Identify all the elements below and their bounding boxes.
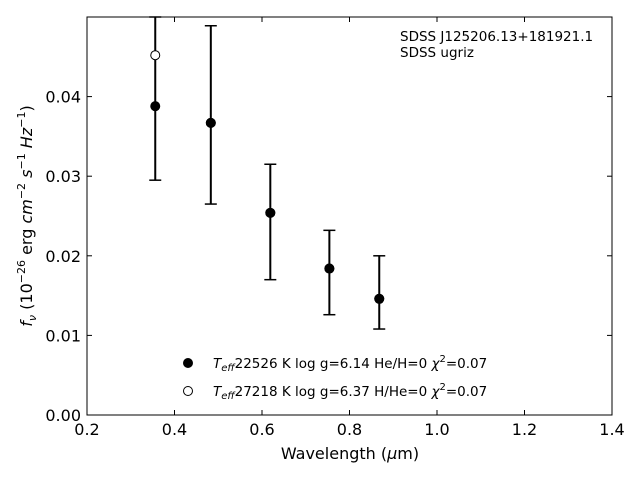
x-tick-label-3: 0.8 bbox=[337, 420, 362, 439]
legend-2-teff: 27218 bbox=[235, 384, 278, 400]
legend-marker-open bbox=[183, 386, 193, 396]
model-point-open-0 bbox=[150, 50, 161, 61]
legend-entry-2: Teff27218 K log g=6.37 H/He=0 χ2=0.07 bbox=[213, 382, 487, 402]
y-axis-label: fν (10−26 erg cm−2 s−1 Hz−1) bbox=[15, 105, 39, 326]
x-tick-label-5: 1.2 bbox=[512, 420, 537, 439]
legend-1-chi2: 0.07 bbox=[457, 356, 487, 372]
y-tick-label-4: 0.04 bbox=[45, 88, 81, 107]
annotation-filter-set: SDSS ugriz bbox=[400, 45, 474, 61]
legend: Teff22526 K log g=6.14 He/H=0 χ2=0.07 Te… bbox=[183, 354, 487, 402]
y-axis-ticks: 0.00 0.01 0.02 0.03 0.04 bbox=[45, 88, 612, 425]
x-tick-label-6: 1.4 bbox=[599, 420, 624, 439]
model-point-filled-2 bbox=[265, 207, 276, 218]
legend-1-teff: 22526 bbox=[235, 356, 278, 372]
legend-1-logg: 6.14 bbox=[340, 356, 370, 372]
legend-2-logg: 6.37 bbox=[340, 384, 370, 400]
model-point-filled-4 bbox=[374, 293, 385, 304]
legend-2-chi2: 0.07 bbox=[457, 384, 487, 400]
x-tick-label-4: 1.0 bbox=[424, 420, 449, 439]
x-tick-label-1: 0.4 bbox=[162, 420, 187, 439]
model-point-filled-1 bbox=[205, 117, 216, 128]
annotation-object-name: SDSS J125206.13+181921.1 bbox=[400, 29, 593, 45]
y-tick-label-0: 0.00 bbox=[45, 406, 81, 425]
data-points bbox=[150, 50, 385, 304]
x-tick-label-2: 0.6 bbox=[249, 420, 274, 439]
legend-1-logg-label: K log g= bbox=[278, 356, 340, 372]
model-point-filled-3 bbox=[324, 263, 335, 274]
y-tick-label-3: 0.03 bbox=[45, 167, 81, 186]
annotation-block: SDSS J125206.13+181921.1 SDSS ugriz bbox=[400, 29, 593, 61]
x-axis-label: Wavelength (μm) bbox=[281, 444, 419, 463]
legend-2-logg-label: K log g= bbox=[278, 384, 340, 400]
legend-entry-1: Teff22526 K log g=6.14 He/H=0 χ2=0.07 bbox=[213, 354, 487, 374]
legend-1-composition: He/H=0 bbox=[374, 356, 427, 372]
legend-2-composition: H/He=0 bbox=[374, 384, 427, 400]
model-point-filled-0 bbox=[150, 101, 161, 112]
plot-frame bbox=[86, 16, 613, 416]
x-tick-label-0: 0.2 bbox=[74, 420, 99, 439]
y-tick-label-1: 0.01 bbox=[45, 326, 81, 345]
y-tick-label-2: 0.02 bbox=[45, 247, 81, 266]
legend-marker-filled bbox=[183, 358, 193, 368]
